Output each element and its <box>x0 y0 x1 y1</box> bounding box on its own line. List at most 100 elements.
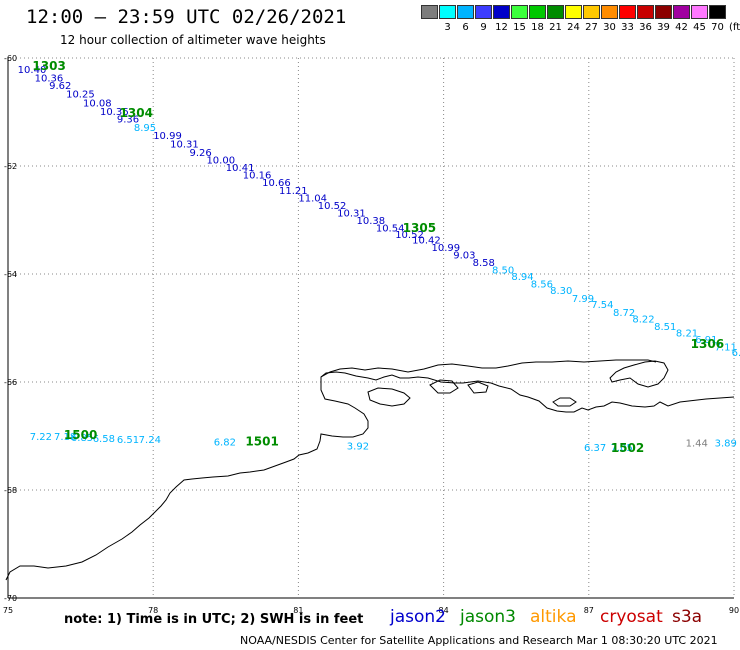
swh-value-label: 10.66 <box>262 178 291 189</box>
swh-value-label: 7.05 <box>611 443 633 454</box>
lat-tick-label: -64 <box>4 270 17 279</box>
legend-label: 6 <box>462 22 469 33</box>
swh-value-label: 10.25 <box>66 90 95 101</box>
legend-label: 70 <box>711 22 724 33</box>
axis-tick-labels: 75 78 81 84 87 90 -60 -62 -64 -66 -68 -70 <box>3 54 739 615</box>
swh-value-label: 9.36 <box>117 114 139 125</box>
credit-line: NOAA/NESDIS Center for Satellite Applica… <box>240 634 718 647</box>
swh-value-label: 10.16 <box>243 171 272 182</box>
legend-swatch <box>583 5 600 19</box>
pass-number-label: 1304 <box>120 106 153 120</box>
legend-swatch <box>493 5 510 19</box>
legend-label: 33 <box>621 22 634 33</box>
swh-value-label: 6.51 <box>117 435 139 446</box>
legend-swatch <box>709 5 726 19</box>
lat-tick-label: -66 <box>4 378 17 387</box>
mission-label: jason3 <box>460 607 516 627</box>
swh-value-label: 7.24 <box>139 435 161 446</box>
legend-swatch <box>655 5 672 19</box>
swh-value-label: 8.72 <box>613 308 635 319</box>
legend-swatch <box>421 5 438 19</box>
legend-swatch <box>601 5 618 19</box>
legend-label: 27 <box>585 22 598 33</box>
lon-tick-label: 81 <box>293 606 303 615</box>
swh-value-label: 10.40 <box>18 65 47 76</box>
swh-value-label: 9.26 <box>190 148 212 159</box>
track-b: 7.22 7.186.85 6.58 6.51 7.24 6.82 3.92 6.37 7.05… <box>30 432 737 454</box>
mission-label: cryosat <box>600 607 663 627</box>
swh-value-label: 8.94 <box>511 272 533 283</box>
swh-value-label: 6.37 <box>584 443 606 454</box>
pass-number-labels: 1303 1304 1305 1306 1500 1501 1502 <box>32 59 724 455</box>
swh-value-label: 6.58 <box>93 434 115 445</box>
pass-number-label: 1502 <box>611 441 644 455</box>
swh-value-label: 10.52 <box>318 201 347 212</box>
legend-label: 42 <box>675 22 688 33</box>
swh-value-label: 10.31 <box>337 208 366 219</box>
pass-number-label: 1305 <box>403 221 436 235</box>
mission-label: jason2 <box>390 607 446 627</box>
swh-value-label: 10.99 <box>432 243 461 254</box>
swh-value-label: 7.22 <box>30 432 52 443</box>
altimeter-tracks: 10.4010.369.6210.2510.0810.369.368.9510.… <box>18 65 740 454</box>
legend-swatch <box>619 5 636 19</box>
coast-island-1 <box>429 379 459 394</box>
lat-tick-label: -68 <box>4 486 17 495</box>
swh-value-label: 8.58 <box>473 258 495 269</box>
legend-unit: (ft) <box>729 22 740 33</box>
swh-value-label: 10.31 <box>170 139 199 150</box>
swh-value-label: 6.91 <box>695 335 717 346</box>
legend-swatch <box>475 5 492 19</box>
legend-label: 9 <box>480 22 487 33</box>
swh-value-label: 10.00 <box>206 156 235 167</box>
legend-swatch <box>457 5 474 19</box>
lon-tick-label: 78 <box>148 606 158 615</box>
mission-label: s3a <box>672 607 703 627</box>
swh-value-label: 3.92 <box>347 442 369 453</box>
mission-label: altika <box>530 607 577 627</box>
lat-lon-grid <box>8 57 735 598</box>
legend-swatch <box>673 5 690 19</box>
legend-label: 30 <box>603 22 616 33</box>
legend-swatch <box>637 5 654 19</box>
legend-label: 39 <box>657 22 670 33</box>
swh-value-label: 6.85 <box>71 433 93 444</box>
swh-value-label: 8.30 <box>550 286 572 297</box>
legend-swatch <box>439 5 456 19</box>
page-subtitle: 12 hour collection of altimeter wave hei… <box>60 33 326 47</box>
footnote: note: 1) Time is in UTC; 2) SWH is in fe… <box>64 612 364 627</box>
swh-value-label: 8.50 <box>492 266 514 277</box>
swh-value-label: 10.52 <box>395 230 424 241</box>
lat-tick-label: -62 <box>4 162 17 171</box>
swh-value-label: 7.11 <box>715 342 737 353</box>
coastline <box>5 371 735 581</box>
swh-value-label: 7.99 <box>572 294 594 305</box>
swh-value-label: 3.89 <box>715 438 737 449</box>
legend-label: 24 <box>567 22 580 33</box>
coast-inlet <box>367 387 411 407</box>
swh-value-label: 10.41 <box>226 163 255 174</box>
swh-value-label: 10.99 <box>153 131 182 142</box>
swh-value-label: 9.03 <box>453 251 475 262</box>
swh-value-label: 8.95 <box>134 123 156 134</box>
legend-swatch <box>511 5 528 19</box>
legend-swatch <box>529 5 546 19</box>
swh-value-label: 6.6 <box>732 348 740 359</box>
lat-tick-label: -70 <box>4 594 17 603</box>
pass-number-label: 1306 <box>691 337 724 351</box>
pass-number-label: 1500 <box>64 428 97 442</box>
legend-label: 12 <box>495 22 508 33</box>
coastline-north <box>320 359 657 378</box>
lat-tick-label: -60 <box>4 54 17 63</box>
legend-swatch <box>691 5 708 19</box>
page-title: 12:00 – 23:59 UTC 02/26/2021 <box>26 6 347 28</box>
legend-label: 15 <box>513 22 526 33</box>
lon-tick-label: 75 <box>3 606 13 615</box>
swh-value-label: 7.18 <box>54 432 76 443</box>
coastline-ridge <box>609 360 669 388</box>
swh-value-label: 1.44 <box>686 438 708 449</box>
legend-label: 36 <box>639 22 652 33</box>
